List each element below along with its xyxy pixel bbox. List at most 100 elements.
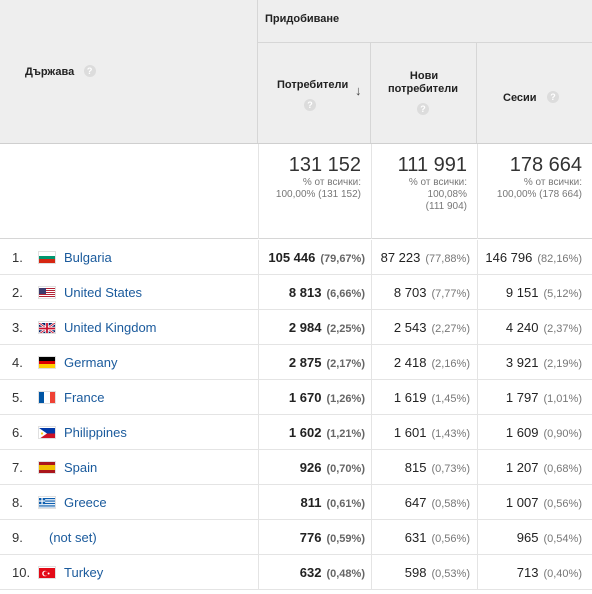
country-link[interactable]: Turkey bbox=[64, 565, 104, 580]
column-divider bbox=[258, 345, 259, 380]
total-new-users-value: 111 991 bbox=[397, 154, 467, 176]
column-divider bbox=[371, 415, 372, 450]
column-divider bbox=[258, 380, 259, 415]
column-divider bbox=[371, 310, 372, 345]
help-icon[interactable]: ? bbox=[83, 64, 96, 77]
column-divider bbox=[477, 380, 478, 415]
flag-gr-icon bbox=[39, 497, 55, 508]
total-users-value: 131 152 bbox=[288, 154, 361, 176]
users-value: 105 446 bbox=[268, 250, 316, 265]
users-pct: (0,48%) bbox=[326, 568, 365, 580]
country-link[interactable]: Bulgaria bbox=[64, 250, 112, 265]
help-icon[interactable]: ? bbox=[547, 90, 560, 103]
total-users: 131 152 % от всички: 100,00% (131 152) bbox=[258, 144, 371, 239]
country-link[interactable]: Germany bbox=[64, 355, 118, 370]
new-users-pct: (0,58%) bbox=[431, 498, 470, 510]
flag-gb-icon bbox=[39, 322, 55, 333]
help-icon[interactable]: ? bbox=[417, 102, 429, 115]
column-divider bbox=[477, 240, 478, 275]
new-users-pct: (1,43%) bbox=[431, 428, 470, 440]
country-link[interactable]: Philippines bbox=[64, 425, 127, 440]
new-users-pct: (0,56%) bbox=[431, 533, 470, 545]
sessions-pct: (5,12%) bbox=[543, 288, 582, 300]
column-divider bbox=[477, 275, 478, 310]
column-divider bbox=[371, 520, 372, 555]
sessions-cell: 965 (0,54%) bbox=[517, 530, 582, 545]
sessions-cell: 146 796 (82,16%) bbox=[485, 250, 582, 265]
users-pct: (6,66%) bbox=[326, 288, 365, 300]
table-row: 9. (not set) 776 (0,59%) 631 (0,56%) 965 (0,54%… bbox=[0, 520, 592, 555]
column-divider bbox=[258, 415, 259, 450]
sort-desc-icon[interactable]: ↓ bbox=[355, 83, 362, 98]
flag-bg-icon bbox=[39, 252, 55, 263]
new-users-pct: (2,27%) bbox=[431, 323, 470, 335]
new-users-cell: 631 (0,56%) bbox=[405, 530, 470, 545]
flag-ph-icon bbox=[39, 427, 55, 438]
table-row: 5. France 1 670 (1,26%) 1 619 (1,45%) 1 797 (1,… bbox=[0, 380, 592, 415]
country-link[interactable]: Spain bbox=[64, 460, 98, 475]
sessions-value: 3 921 bbox=[505, 355, 539, 370]
column-divider bbox=[477, 450, 478, 485]
sessions-cell: 9 151 (5,12%) bbox=[506, 285, 582, 300]
table-row: 10. Turkey 632 (0,48%) 598 (0,53%) 713 (0,40%) bbox=[0, 555, 592, 590]
header-country-cell: Държава ? bbox=[0, 0, 258, 143]
new-users-cell: 815 (0,73%) bbox=[405, 460, 470, 475]
country-link[interactable]: United States bbox=[64, 285, 143, 300]
column-divider bbox=[371, 555, 372, 590]
sessions-value: 4 240 bbox=[505, 320, 539, 335]
row-number: 8. bbox=[12, 495, 23, 510]
new-users-value: 598 bbox=[404, 565, 427, 580]
table-row: 2. United States 8 813 (6,66%) 8 703 (7,77%) 9… bbox=[0, 275, 592, 310]
column-divider bbox=[477, 345, 478, 380]
new-users-value: 2 418 bbox=[393, 355, 427, 370]
sessions-value: 1 797 bbox=[505, 390, 539, 405]
country-link[interactable]: United Kingdom bbox=[64, 320, 157, 335]
total-new-users-caption: % от всички: bbox=[408, 177, 467, 188]
column-divider bbox=[477, 415, 478, 450]
users-value: 8 813 bbox=[288, 285, 322, 300]
users-cell: 2 984 (2,25%) bbox=[289, 320, 365, 335]
country-link[interactable]: Greece bbox=[64, 495, 107, 510]
row-number: 10. bbox=[12, 565, 31, 580]
column-divider bbox=[371, 450, 372, 485]
column-divider bbox=[258, 520, 259, 555]
sessions-pct: (82,16%) bbox=[537, 253, 582, 265]
sessions-pct: (0,56%) bbox=[543, 498, 582, 510]
row-number: 9. bbox=[12, 530, 23, 545]
country-header[interactable]: Държава ? bbox=[25, 62, 96, 80]
users-column-header[interactable]: Потребители ↓ ? bbox=[258, 43, 371, 143]
column-divider bbox=[258, 555, 259, 590]
help-icon[interactable]: ? bbox=[304, 98, 316, 111]
column-divider bbox=[371, 240, 372, 275]
sessions-value: 965 bbox=[516, 530, 539, 545]
users-value: 811 bbox=[300, 495, 322, 510]
total-users-share: 100,00% (131 152) bbox=[275, 189, 361, 200]
row-number: 6. bbox=[12, 425, 23, 440]
sessions-pct: (2,37%) bbox=[543, 323, 582, 335]
new-users-cell: 87 223 (77,88%) bbox=[381, 250, 470, 265]
users-pct: (2,25%) bbox=[326, 323, 365, 335]
table-row: 6. Philippines 1 602 (1,21%) 1 601 (1,43%) 1 6… bbox=[0, 415, 592, 450]
sessions-value: 1 007 bbox=[505, 495, 539, 510]
country-link[interactable]: (not set) bbox=[49, 530, 97, 545]
users-cell: 1 602 (1,21%) bbox=[289, 425, 365, 440]
total-sessions-share: 100,00% (178 664) bbox=[496, 189, 582, 200]
users-pct: (0,61%) bbox=[326, 498, 365, 510]
header-group-cell: Придобиване bbox=[258, 0, 592, 43]
row-number: 2. bbox=[12, 285, 23, 300]
column-divider bbox=[258, 310, 259, 345]
sessions-cell: 3 921 (2,19%) bbox=[506, 355, 582, 370]
country-link[interactable]: France bbox=[64, 390, 105, 405]
new-users-pct: (7,77%) bbox=[431, 288, 470, 300]
new-users-column-header[interactable]: Нови потребители ? bbox=[371, 43, 477, 143]
users-cell: 811 (0,61%) bbox=[300, 495, 365, 510]
new-users-value: 8 703 bbox=[393, 285, 427, 300]
sessions-pct: (2,19%) bbox=[543, 358, 582, 370]
column-divider bbox=[477, 555, 478, 590]
column-divider bbox=[371, 380, 372, 415]
users-pct: (2,17%) bbox=[326, 358, 365, 370]
users-pct: (79,67%) bbox=[320, 253, 365, 265]
sessions-column-header[interactable]: Сесии ? bbox=[477, 43, 592, 143]
flag-us-icon bbox=[39, 287, 55, 298]
acquisition-group-label: Придобиване bbox=[265, 13, 340, 25]
